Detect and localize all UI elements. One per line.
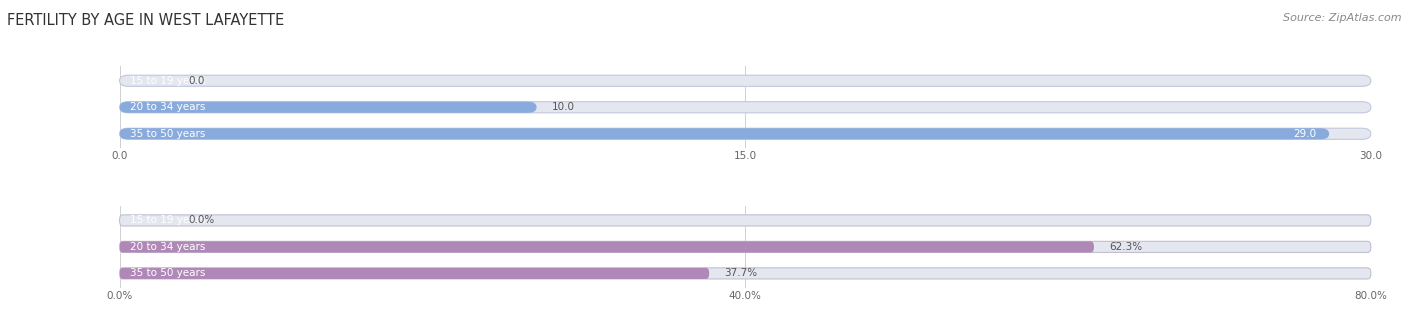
FancyBboxPatch shape xyxy=(120,241,1094,253)
FancyBboxPatch shape xyxy=(120,102,537,113)
Text: 0.0%: 0.0% xyxy=(188,215,215,225)
Text: 20 to 34 years: 20 to 34 years xyxy=(129,102,205,112)
FancyBboxPatch shape xyxy=(120,241,1371,253)
FancyBboxPatch shape xyxy=(120,268,709,279)
FancyBboxPatch shape xyxy=(120,215,1371,226)
Text: 10.0: 10.0 xyxy=(551,102,575,112)
Text: 37.7%: 37.7% xyxy=(724,268,758,278)
FancyBboxPatch shape xyxy=(120,102,1371,113)
Text: Source: ZipAtlas.com: Source: ZipAtlas.com xyxy=(1284,13,1402,23)
Text: 20 to 34 years: 20 to 34 years xyxy=(129,242,205,252)
Text: 29.0: 29.0 xyxy=(1294,129,1316,139)
Text: 62.3%: 62.3% xyxy=(1109,242,1142,252)
Text: 15 to 19 years: 15 to 19 years xyxy=(129,215,205,225)
Text: FERTILITY BY AGE IN WEST LAFAYETTE: FERTILITY BY AGE IN WEST LAFAYETTE xyxy=(7,13,284,28)
Text: 35 to 50 years: 35 to 50 years xyxy=(129,129,205,139)
Text: 35 to 50 years: 35 to 50 years xyxy=(129,268,205,278)
FancyBboxPatch shape xyxy=(120,128,1371,139)
FancyBboxPatch shape xyxy=(120,75,1371,86)
Text: 0.0: 0.0 xyxy=(188,76,205,86)
FancyBboxPatch shape xyxy=(120,128,1329,139)
FancyBboxPatch shape xyxy=(120,268,1371,279)
Text: 15 to 19 years: 15 to 19 years xyxy=(129,76,205,86)
